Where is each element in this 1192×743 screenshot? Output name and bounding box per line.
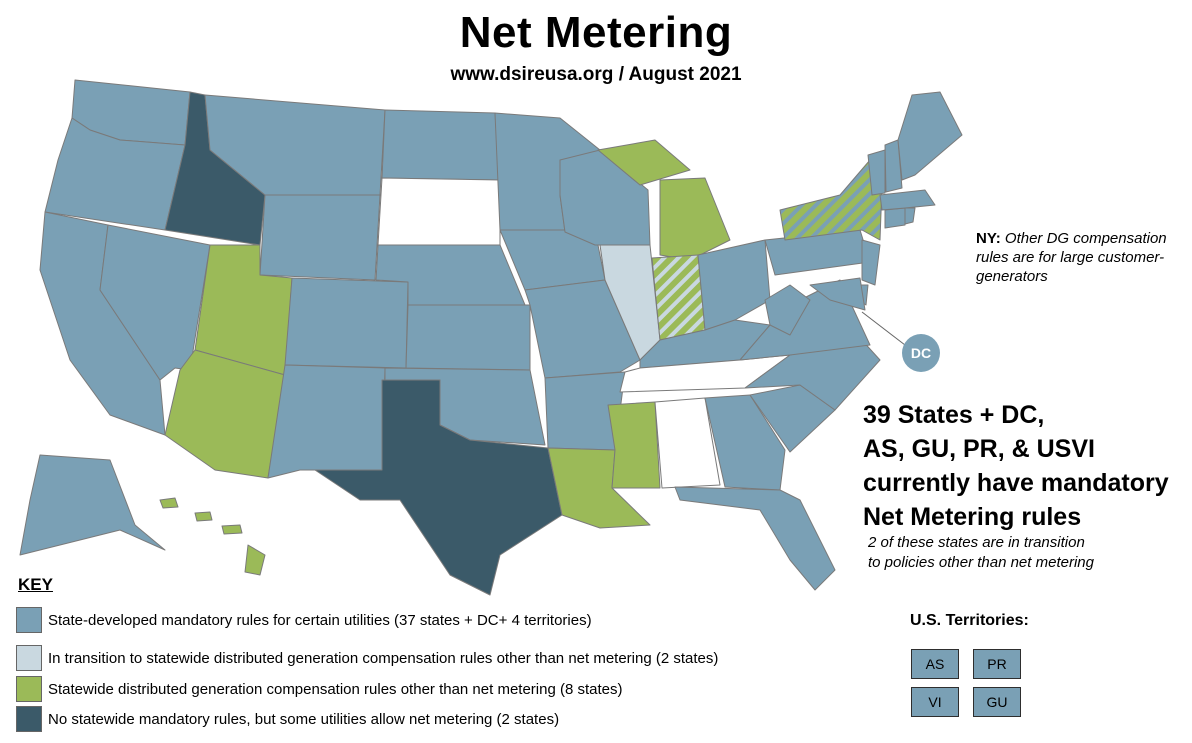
summary-line: Net Metering rules xyxy=(863,503,1082,531)
state-in xyxy=(651,254,706,341)
state-nm xyxy=(267,364,386,479)
summary-note-line: to policies other than net metering xyxy=(868,554,1094,571)
state-nj xyxy=(861,239,881,286)
ny-note-text: Other DG compensation rules are for larg… xyxy=(976,230,1167,285)
key-label: State-developed mandatory rules for cert… xyxy=(48,611,592,629)
page-title: Net Metering xyxy=(459,8,733,57)
key-item-transition: In transition to statewide distributed g… xyxy=(16,645,718,671)
ny-note: NY: Other DG compensation rules are for … xyxy=(976,229,1186,286)
key-swatch xyxy=(16,706,42,732)
territory-as: AS xyxy=(911,649,959,679)
dc-leader-line xyxy=(861,311,906,346)
summary-headline: 39 States + DC, AS, GU, PR, & USVI curre… xyxy=(863,398,1169,534)
key-item-other-compensation: Statewide distributed generation compens… xyxy=(16,676,623,702)
state-ma xyxy=(879,189,936,211)
territory-vi: VI xyxy=(911,687,959,717)
key-title: KEY xyxy=(18,575,53,594)
state-pa xyxy=(764,229,871,276)
state-ak xyxy=(19,454,166,556)
state-md xyxy=(809,277,866,311)
state-wy xyxy=(259,194,381,281)
state-hi xyxy=(159,497,266,576)
state-me xyxy=(897,91,963,181)
key-label: Statewide distributed generation compens… xyxy=(48,680,623,698)
key-swatch xyxy=(16,676,42,702)
state-al xyxy=(654,397,721,489)
state-sd xyxy=(377,177,501,246)
summary-note-line: 2 of these states are in transition xyxy=(868,534,1085,551)
territories-title: U.S. Territories: xyxy=(910,612,1029,629)
state-oh xyxy=(697,239,771,331)
state-co xyxy=(284,277,409,369)
state-ct xyxy=(884,207,906,229)
summary-note: 2 of these states are in transition to p… xyxy=(868,533,1094,573)
dc-badge: DC xyxy=(902,334,940,372)
key-swatch xyxy=(16,607,42,633)
state-ms xyxy=(607,401,661,489)
state-tx xyxy=(314,379,563,596)
key-label: No statewide mandatory rules, but some u… xyxy=(48,710,560,728)
territory-pr: PR xyxy=(973,649,1021,679)
state-wv xyxy=(764,284,811,336)
territory-gu: GU xyxy=(973,687,1021,717)
summary-line: 39 States + DC, xyxy=(863,401,1045,429)
state-nh xyxy=(884,139,903,193)
state-nd xyxy=(381,109,501,181)
state-ny xyxy=(779,159,883,241)
key-swatch xyxy=(16,645,42,671)
summary-line: currently have mandatory xyxy=(863,469,1169,497)
state-mi xyxy=(597,139,731,261)
summary-line: AS, GU, PR, & USVI xyxy=(863,435,1095,463)
state-ks xyxy=(405,304,531,371)
key-item-no-statewide: No statewide mandatory rules, but some u… xyxy=(16,706,559,732)
state-vt xyxy=(867,149,886,196)
state-ri xyxy=(904,207,916,225)
key-label: In transition to statewide distributed g… xyxy=(48,649,719,667)
key-item-mandatory: State-developed mandatory rules for cert… xyxy=(16,607,592,633)
state-ga xyxy=(704,394,786,491)
ny-note-label: NY: xyxy=(976,230,1001,247)
page-subtitle: www.dsireusa.org / August 2021 xyxy=(450,64,742,85)
state-fl xyxy=(674,486,836,591)
